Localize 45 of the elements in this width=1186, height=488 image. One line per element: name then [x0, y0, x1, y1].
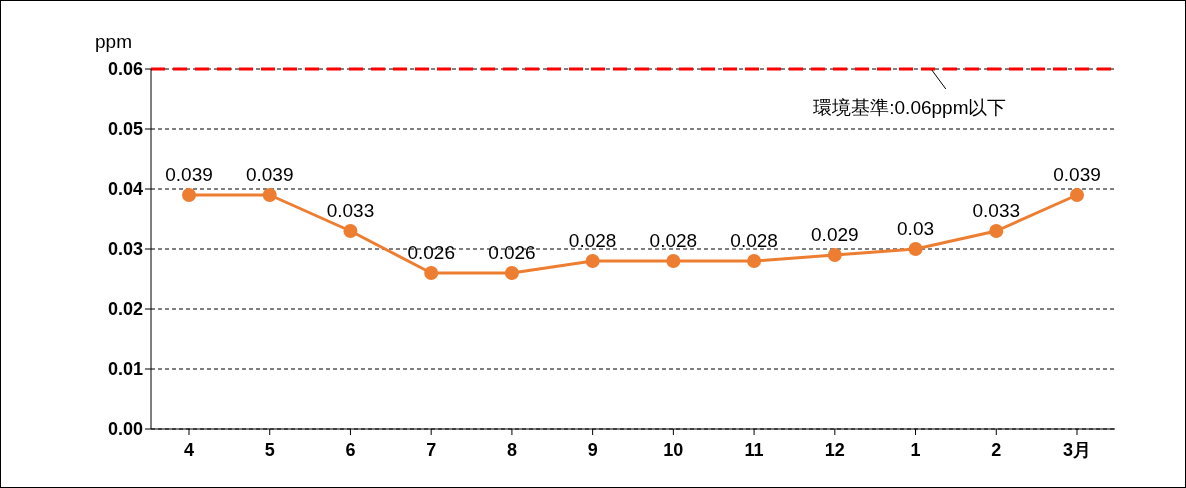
- point: [424, 266, 439, 280]
- data-label: 0.028: [649, 230, 698, 251]
- x-tick-label: 11: [744, 439, 764, 460]
- y-tick-label: 0.02: [107, 299, 143, 320]
- point: [343, 224, 358, 238]
- y-tick-label: 0.03: [107, 239, 143, 260]
- data-label: 0.029: [811, 224, 859, 245]
- ref-line-label: 環境基準:0.06ppm以下: [813, 97, 1007, 118]
- point: [989, 224, 1004, 238]
- x-tick-label: 12: [824, 439, 845, 460]
- data-label: 0.039: [165, 164, 213, 185]
- x-tick-label: 9: [587, 439, 598, 460]
- point: [262, 188, 277, 202]
- y-tick-label: 0.04: [107, 179, 143, 200]
- point: [1070, 188, 1084, 202]
- point: [585, 254, 600, 268]
- data-label: 0.033: [972, 200, 1021, 221]
- x-tick-label: 4: [183, 439, 195, 460]
- x-tick-label: 6: [345, 439, 356, 460]
- x-tick-label: 7: [426, 439, 437, 460]
- x-tick-label: 3月: [1062, 439, 1092, 460]
- data-label: 0.028: [730, 230, 778, 251]
- data-label: 0.033: [326, 200, 375, 221]
- x-tick-label: 10: [663, 439, 684, 460]
- y-tick-label: 0.05: [107, 119, 143, 140]
- x-tick-label: 1: [910, 439, 921, 460]
- data-label: 0.03: [897, 218, 935, 239]
- point: [827, 248, 842, 262]
- x-tick-label: 2: [991, 439, 1002, 460]
- point: [747, 254, 762, 268]
- x-tick-label: 8: [506, 439, 517, 460]
- y-axis-title: ppm: [95, 31, 132, 53]
- data-label: 0.028: [568, 230, 617, 251]
- data-label: 0.026: [488, 242, 536, 263]
- point: [666, 254, 681, 268]
- y-tick-label: 0.00: [107, 419, 143, 440]
- x-tick-label: 5: [264, 439, 275, 460]
- point: [182, 188, 196, 202]
- data-label: 0.039: [1053, 164, 1101, 185]
- data-label: 0.026: [407, 242, 455, 263]
- y-tick-label: 0.06: [107, 59, 143, 80]
- y-tick-label: 0.01: [107, 359, 143, 380]
- point: [908, 242, 923, 256]
- data-label: 0.039: [245, 164, 294, 185]
- point: [504, 266, 519, 280]
